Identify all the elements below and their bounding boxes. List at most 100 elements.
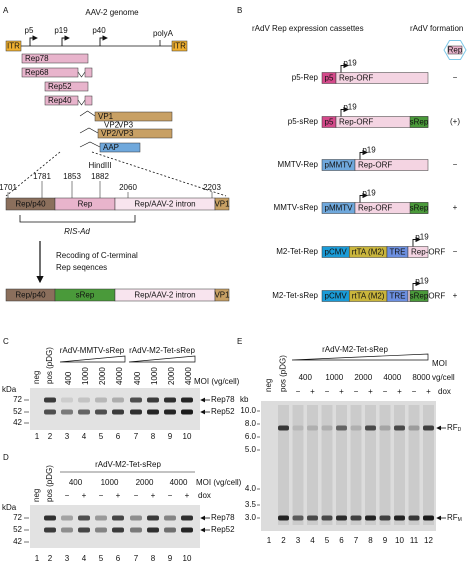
band <box>307 515 318 521</box>
segment-label: Rep/p40 <box>15 200 46 209</box>
band <box>423 515 434 521</box>
moi-label: 1000 <box>101 478 119 487</box>
dox-sign: + <box>116 491 121 500</box>
dox-sign: − <box>354 387 359 396</box>
band-label-main: RF <box>447 423 458 432</box>
band <box>307 425 318 431</box>
band <box>112 397 124 403</box>
orf-label: Rep-ORF <box>358 161 392 170</box>
band-label: Rep78 <box>211 395 235 404</box>
rotated-label: 4000 <box>184 367 193 385</box>
p19-label: p19 <box>343 59 357 68</box>
moi-title: MOI (vg/cell) <box>196 478 242 487</box>
lane-number: 6 <box>116 554 121 563</box>
orf-label: Rep-ORF <box>339 118 373 127</box>
band <box>95 515 107 521</box>
transcript <box>97 128 173 139</box>
element-label: p5 <box>325 74 334 83</box>
p19-label: p19 <box>343 103 357 112</box>
result: (+) <box>450 117 460 126</box>
itr <box>171 40 188 52</box>
rotated-label: neg <box>32 371 41 384</box>
promoter-arrow <box>340 62 349 73</box>
dox-sign: − <box>412 387 417 396</box>
moi-label: 1000 <box>325 373 343 382</box>
moi-label: 2000 <box>354 373 372 382</box>
marker-unit: kDa <box>2 503 17 512</box>
marker-label: 42 <box>13 418 22 427</box>
band <box>61 397 73 403</box>
band <box>181 527 193 533</box>
srep-label: sRep <box>410 204 429 213</box>
dox-sign: + <box>310 387 315 396</box>
promoter-arrow <box>99 35 108 46</box>
dox-sign: + <box>426 387 431 396</box>
dox-sign: − <box>383 387 388 396</box>
dox-sign: + <box>185 491 190 500</box>
band <box>278 515 289 521</box>
segment-label: VP1 <box>214 291 230 300</box>
itr-label: ITR <box>7 42 20 51</box>
transcript <box>94 111 173 122</box>
bracket <box>19 215 136 223</box>
panel-title: rAdV Rep expression cassettes <box>252 24 364 33</box>
segment-label: VP1 <box>214 200 230 209</box>
promoter-label: p19 <box>54 26 68 35</box>
transcript-label: Rep52 <box>48 82 72 91</box>
band <box>44 515 56 521</box>
moi-label: 2000 <box>136 478 154 487</box>
dox-sign: − <box>134 491 139 500</box>
band-label: RFM <box>447 513 462 523</box>
element-label: pMMTV <box>325 161 354 170</box>
band <box>365 425 376 431</box>
lane-number: 10 <box>395 536 404 545</box>
splice <box>79 110 96 117</box>
cassette-name: M2-Tet-Rep <box>276 247 318 256</box>
lane-number: 1 <box>35 554 40 563</box>
position-label: 1882 <box>91 172 109 181</box>
band <box>365 515 376 521</box>
band-label-sub: M <box>458 517 462 523</box>
rotated-label: neg <box>32 489 41 502</box>
dox-title: dox <box>198 491 211 500</box>
segment-label: Rep <box>78 200 93 209</box>
rotated-label: 400 <box>133 371 142 385</box>
element-label: pCMV <box>325 248 348 257</box>
transcript-label: Rep68 <box>25 68 49 77</box>
transcript <box>84 67 93 78</box>
promoter-label: p5 <box>25 26 34 35</box>
lane-number: 1 <box>267 536 272 545</box>
rotated-label: neg <box>264 379 273 392</box>
segment <box>214 288 230 302</box>
band <box>181 409 193 415</box>
marker-label: 72 <box>13 513 22 522</box>
band <box>181 397 193 403</box>
segment-label: Rep/p40 <box>15 291 46 300</box>
smear <box>321 405 333 525</box>
band <box>350 425 362 431</box>
dox-sign: − <box>296 387 301 396</box>
band <box>95 409 107 415</box>
band <box>379 515 391 521</box>
moi-label: 400 <box>69 478 83 487</box>
band <box>61 515 73 521</box>
band <box>95 397 107 403</box>
rotated-label: 2000 <box>98 367 107 385</box>
transcript-label: VP1 <box>98 112 114 121</box>
position-label: 1701 <box>0 183 17 192</box>
band <box>181 515 193 521</box>
band-label-sub: D <box>458 427 462 433</box>
band <box>423 425 434 431</box>
band <box>61 527 73 533</box>
srep-label: sRep <box>410 118 429 127</box>
lane-number: 11 <box>410 536 419 545</box>
band <box>78 515 90 521</box>
transcript <box>99 142 141 153</box>
dox-sign: − <box>65 491 70 500</box>
band <box>112 409 124 415</box>
dox-sign: − <box>99 491 104 500</box>
moi-label: 8000 <box>412 373 430 382</box>
vp-start-label: VP2 <box>104 121 120 130</box>
p19-label: p19 <box>362 189 376 198</box>
element-label: pMMTV <box>325 204 354 213</box>
